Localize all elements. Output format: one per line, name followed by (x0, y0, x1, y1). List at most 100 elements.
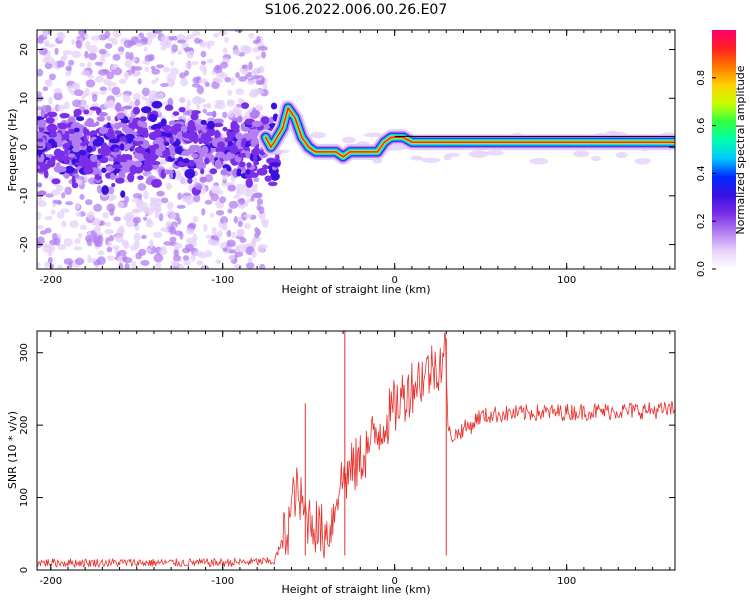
noise-blob (84, 50, 89, 59)
noise-blob (72, 99, 82, 108)
noise-blob (235, 187, 240, 196)
noise-blob (253, 177, 260, 183)
noise-blob (185, 61, 192, 69)
noise-blob (132, 208, 139, 214)
noise-blob (143, 190, 149, 200)
noise-blob (140, 259, 150, 266)
spectrogram-ytick-label: -20 (19, 236, 30, 252)
spectrogram-xlabel: Height of straight line (km) (281, 283, 430, 296)
noise-blob (246, 71, 253, 78)
band-blob (44, 104, 52, 113)
band-blob (187, 177, 193, 184)
band-blob (249, 110, 260, 119)
noise-blob (232, 49, 241, 56)
noise-blob (61, 220, 67, 228)
band-blob (176, 131, 185, 141)
noise-blob (146, 217, 152, 225)
noise-blob (80, 70, 91, 77)
band-blob (155, 137, 164, 144)
noise-blob (200, 50, 207, 58)
noise-blob (93, 225, 101, 234)
band-blob (73, 127, 80, 133)
noise-blob (202, 223, 208, 232)
noise-blob (191, 83, 201, 88)
noise-blob (177, 49, 183, 56)
noise-blob (215, 209, 225, 216)
noise-blob (106, 203, 116, 213)
noise-blob (99, 86, 107, 91)
noise-blob (201, 208, 206, 216)
band-blob (192, 134, 199, 144)
band-blob (150, 160, 161, 166)
noise-blob (178, 97, 186, 103)
noise-blob (73, 246, 83, 251)
noise-blob (239, 237, 247, 243)
noise-blob (104, 221, 112, 227)
noise-blob (262, 84, 268, 89)
noise-blob (213, 103, 221, 109)
spectrogram-ylabel: Frequency (Hz) (6, 109, 19, 192)
noise-blob (215, 64, 221, 71)
noise-blob (78, 232, 83, 239)
colorbar-tick-label: 0.8 (696, 70, 707, 86)
band-blob (37, 119, 47, 128)
noise-blob (206, 43, 211, 50)
noise-blob (134, 99, 141, 107)
noise-blob (167, 201, 174, 211)
halo-blob (342, 136, 356, 144)
band-blob (153, 143, 160, 149)
noise-blob (180, 78, 188, 87)
noise-blob (213, 32, 220, 38)
noise-blob (152, 231, 163, 239)
band-blob (160, 118, 167, 127)
noise-blob (117, 249, 127, 256)
noise-blob (173, 173, 183, 181)
noise-blob (226, 100, 235, 107)
noise-blob (74, 238, 81, 244)
noise-blob (131, 65, 136, 74)
noise-blob (149, 197, 156, 203)
band-blob (165, 132, 173, 138)
band-blob (226, 166, 232, 172)
band-blob (177, 161, 184, 166)
noise-blob (132, 216, 142, 224)
noise-blob (85, 79, 96, 88)
noise-blob (245, 262, 255, 269)
noise-blob (243, 213, 253, 219)
noise-blob (107, 85, 112, 92)
noise-blob (133, 232, 141, 242)
noise-blob (209, 212, 215, 218)
halo-blob (310, 131, 327, 139)
noise-blob (107, 186, 115, 195)
noise-blob (138, 32, 145, 39)
noise-blob (169, 236, 177, 243)
band-blob (217, 141, 226, 150)
noise-blob (118, 225, 125, 234)
band-blob (164, 104, 174, 111)
noise-blob (162, 66, 170, 73)
noise-blob (227, 184, 236, 192)
noise-blob (112, 53, 121, 61)
colorbar-ticks: 0.0 0.2 0.4 0.6 0.8 (696, 70, 716, 277)
noise-blob (255, 55, 261, 60)
noise-blob (112, 30, 122, 38)
noise-blob (205, 234, 212, 239)
figure-title: S106.2022.006.00.26.E07 (265, 2, 448, 18)
noise-blob (161, 197, 169, 204)
band-blob (121, 165, 131, 173)
noise-blob (191, 60, 199, 65)
noise-blob (180, 177, 189, 185)
noise-blob (104, 30, 111, 39)
band-blob (151, 100, 163, 109)
noise-blob (254, 88, 264, 95)
noise-blob (215, 259, 222, 265)
snr-ticks: -200 -100 0 100 0 100 200 300 (19, 331, 675, 587)
band-blob (68, 128, 76, 135)
noise-blob (204, 250, 213, 258)
spectrogram-ytick-label: 0 (19, 144, 30, 150)
noise-blob (108, 37, 114, 42)
noise-blob (85, 40, 91, 50)
noise-blob (43, 30, 49, 37)
colorbar: 0.0 0.2 0.4 0.6 0.8 Normalized spectral ampl… (696, 30, 747, 277)
band-blob (72, 146, 81, 153)
